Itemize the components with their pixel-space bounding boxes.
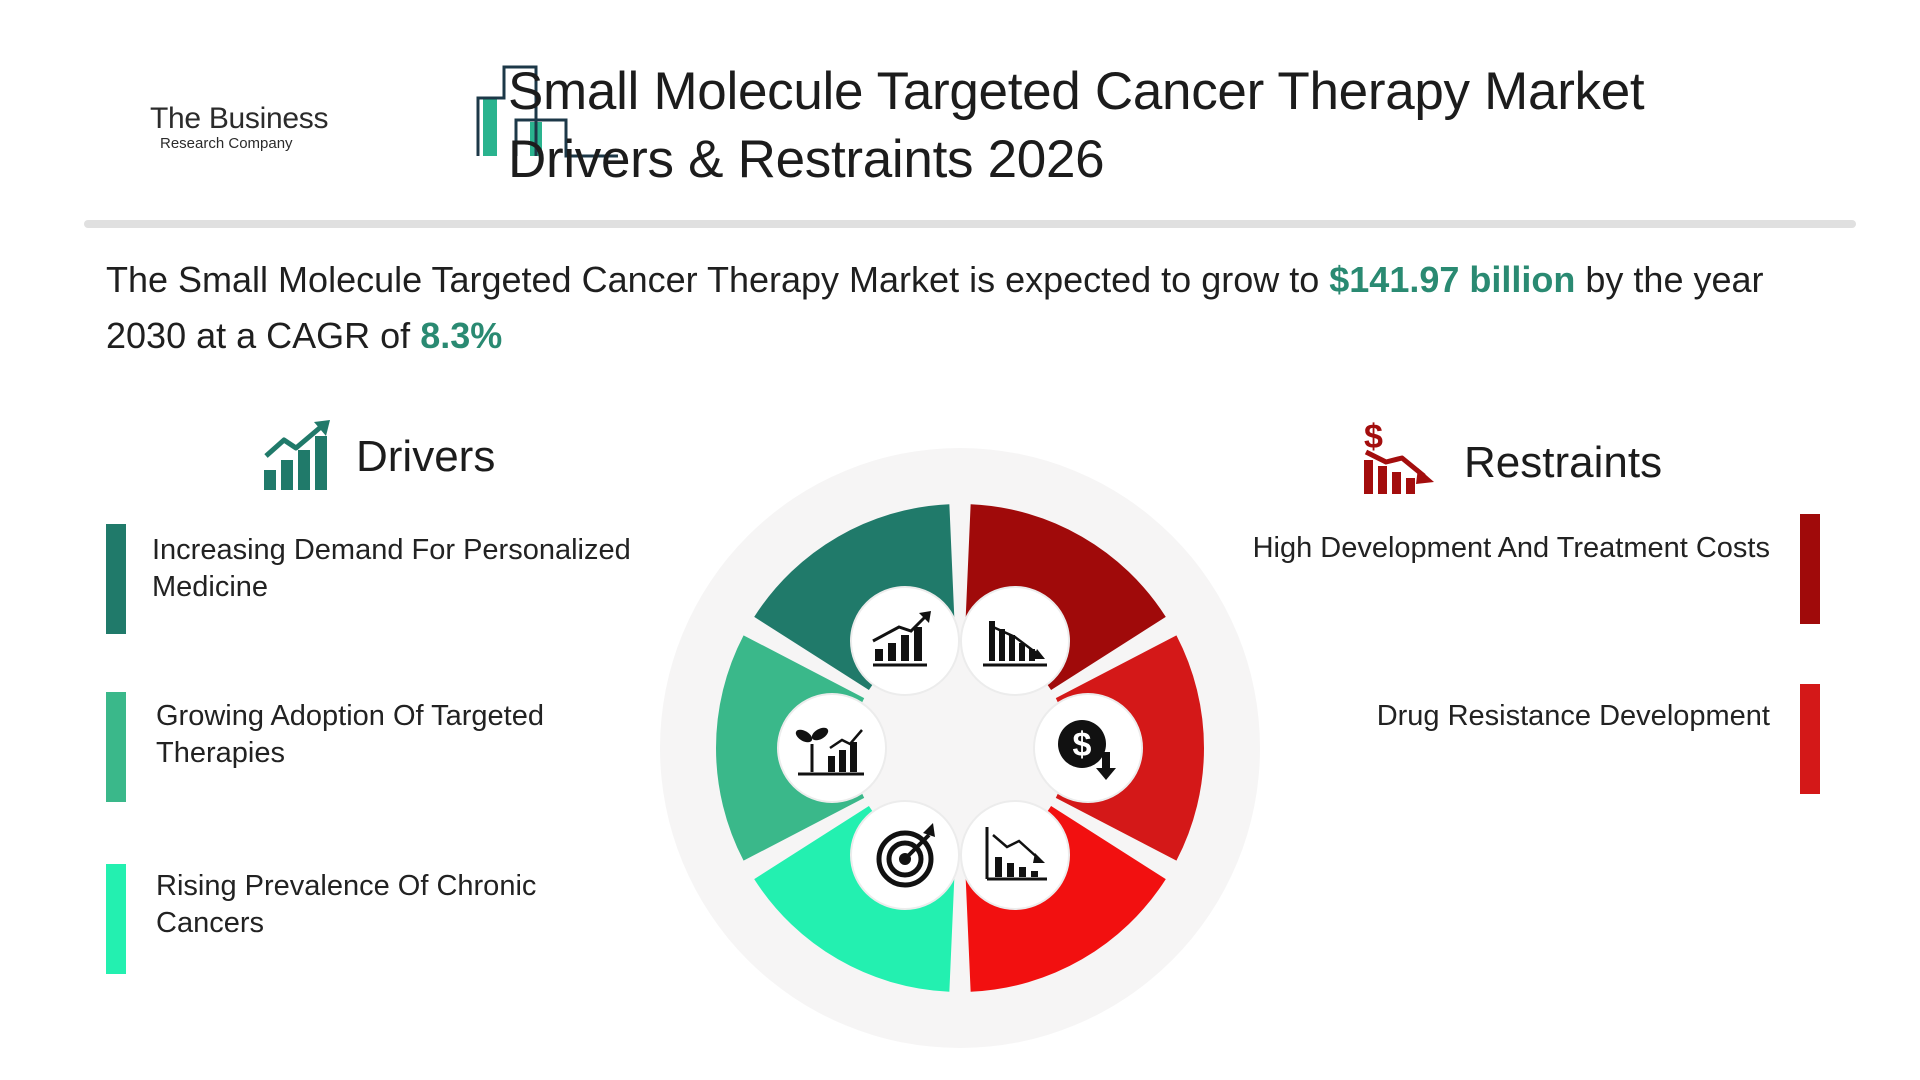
- growth-chart-icon: [872, 611, 931, 667]
- cagr-value: 8.3%: [420, 315, 503, 356]
- restraint-item-2: Drug Resistance Development: [1376, 700, 1770, 732]
- drivers-restraints-wheel: $: [660, 448, 1260, 1048]
- restraint-bar-1: [1800, 514, 1820, 624]
- restraints-heading: Restraints: [1464, 438, 1663, 487]
- summary-text-middle: by the year 2030 at a CAGR of: [106, 259, 1764, 356]
- title-line-2: Drivers & Restraints 2026: [508, 130, 1105, 189]
- dollar-down-icon: $: [1058, 720, 1116, 780]
- declining-line-chart-icon: [985, 827, 1047, 881]
- logo-subtitle: Research Company: [160, 135, 293, 152]
- driver-bar-1: [106, 524, 126, 634]
- drivers-heading: Drivers: [356, 432, 496, 481]
- dollar-decline-icon: $: [1364, 418, 1434, 494]
- restraint-bar-2: [1800, 684, 1820, 794]
- market-value: $141.97 billion: [1329, 259, 1576, 300]
- restraint-item-1: High Development And Treatment Costs: [1252, 532, 1770, 564]
- driver-item-3: Rising Prevalence Of Chronic Cancers: [156, 870, 537, 939]
- driver-bar-3: [106, 864, 126, 974]
- header-divider: [84, 220, 1856, 228]
- title-line-1: Small Molecule Targeted Cancer Therapy M…: [508, 62, 1645, 121]
- target-icon: [876, 823, 935, 888]
- driver-item-2: Growing Adoption Of Targeted Therapies: [156, 700, 544, 769]
- declining-bars-icon: [983, 621, 1047, 667]
- svg-text:$: $: [1364, 418, 1383, 456]
- summary-text-before: The Small Molecule Targeted Cancer Thera…: [106, 259, 1330, 300]
- market-summary: The Small Molecule Targeted Cancer Thera…: [106, 252, 1826, 364]
- driver-bar-2: [106, 692, 126, 802]
- company-logo: The Business Research Company: [148, 62, 618, 162]
- page-title: Small Molecule Targeted Cancer Therapy M…: [508, 58, 1645, 194]
- growth-chart-icon: [264, 420, 330, 490]
- logo-name: The Business: [150, 102, 329, 135]
- logo-buildings-icon: [476, 65, 618, 158]
- plant-chart-icon: [795, 727, 864, 776]
- driver-item-1: Increasing Demand For Personalized Medic…: [152, 534, 631, 603]
- svg-text:$: $: [1073, 726, 1092, 764]
- icon-disc-6: [960, 800, 1070, 910]
